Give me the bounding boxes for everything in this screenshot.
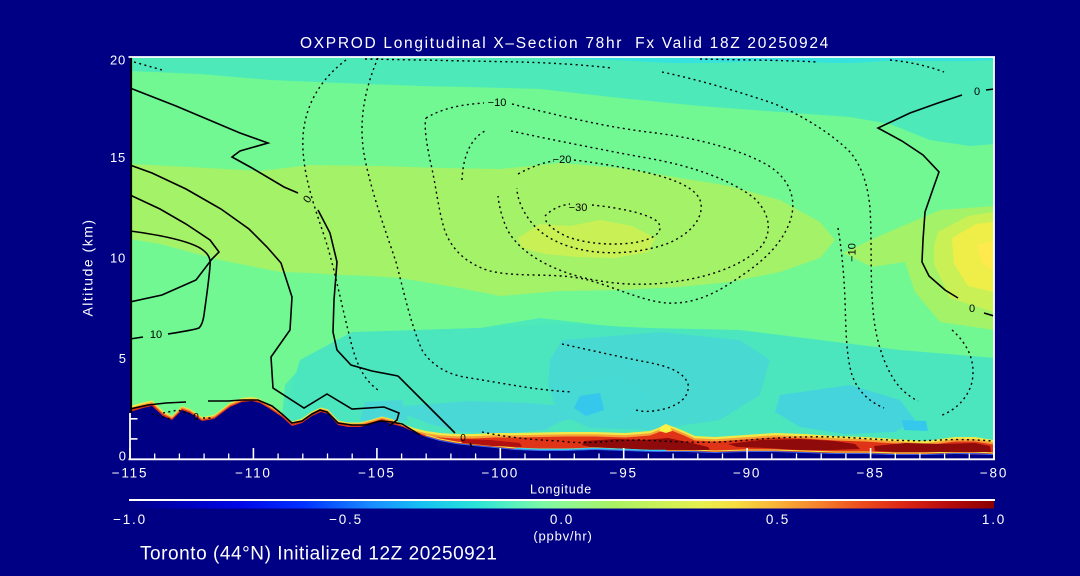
svg-text:0: 0	[301, 194, 314, 206]
svg-text:0: 0	[119, 449, 126, 464]
svg-text:−115: −115	[112, 466, 149, 481]
svg-text:−80: −80	[980, 466, 1008, 481]
svg-text:0: 0	[460, 433, 466, 444]
svg-text:−20: −20	[553, 154, 572, 166]
svg-text:OXPROD Longitudinal X–Section: OXPROD Longitudinal X–Section 78hr Fx Va…	[300, 35, 830, 52]
svg-text:10: 10	[110, 251, 126, 266]
svg-text:1.0: 1.0	[982, 512, 1006, 527]
svg-text:15: 15	[110, 150, 126, 165]
svg-text:Toronto (44°N) Initialized 12Z: Toronto (44°N) Initialized 12Z 20250921	[140, 544, 498, 565]
svg-text:0: 0	[969, 303, 975, 315]
svg-text:−85: −85	[856, 466, 884, 481]
svg-text:−110: −110	[235, 466, 272, 481]
svg-text:10: 10	[150, 329, 162, 341]
svg-text:−100: −100	[481, 466, 519, 481]
svg-text:−0.5: −0.5	[329, 512, 363, 527]
svg-text:Altitude (km): Altitude (km)	[80, 218, 96, 316]
svg-text:−90: −90	[733, 466, 761, 481]
svg-text:−10: −10	[847, 243, 859, 262]
svg-text:−95: −95	[610, 466, 638, 481]
svg-text:Longitude: Longitude	[530, 483, 592, 497]
svg-text:−1.0: −1.0	[113, 512, 147, 527]
svg-text:20: 20	[110, 53, 126, 68]
svg-text:(ppbv/hr): (ppbv/hr)	[533, 529, 592, 544]
svg-text:0.5: 0.5	[766, 512, 790, 527]
svg-text:5: 5	[119, 351, 126, 366]
svg-text:−10: −10	[488, 97, 507, 109]
svg-text:−105: −105	[358, 466, 396, 481]
svg-text:0.0: 0.0	[550, 512, 574, 527]
svg-text:0: 0	[974, 86, 980, 98]
svg-text:0: 0	[193, 412, 199, 423]
svg-text:−30: −30	[569, 202, 588, 214]
